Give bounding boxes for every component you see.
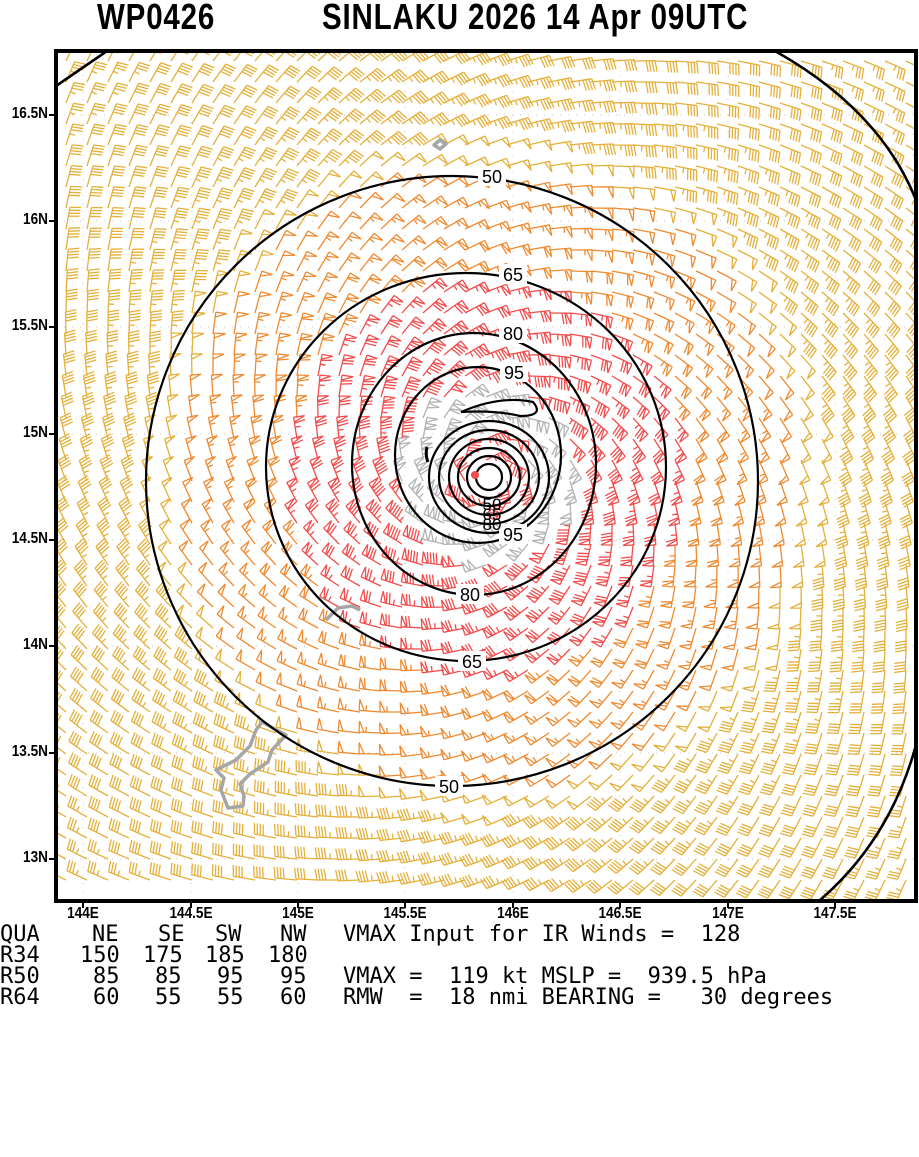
svg-text:50: 50 <box>483 495 502 514</box>
r34-ne: 150 <box>80 943 120 968</box>
r34-nw: 180 <box>268 943 308 968</box>
lat-tick-label: 14N <box>23 636 48 653</box>
r34-row: R34 150 175 185 180 <box>0 943 919 968</box>
svg-text:80: 80 <box>483 515 502 534</box>
r50-sw: 95 <box>217 964 244 989</box>
contour-label: 65 <box>462 652 482 672</box>
lon-tick-label: 147E <box>712 905 744 922</box>
r50-ne: 85 <box>93 964 120 989</box>
coastlines <box>214 138 448 810</box>
coastline-aguijan <box>432 138 448 151</box>
wind-speed-contours <box>56 51 916 901</box>
se-header: SE <box>158 922 185 947</box>
r64-nw: 60 <box>280 985 307 1010</box>
r50-nw: 95 <box>280 964 307 989</box>
contour-label: 65 <box>503 265 523 285</box>
quadrant-header-row: QUA NE SE SW NW VMAX Input for IR Winds … <box>0 922 919 947</box>
storm-center-marker <box>471 471 479 479</box>
coastline-guam <box>214 720 288 810</box>
r64-se: 55 <box>155 985 182 1010</box>
r34-se: 175 <box>143 943 183 968</box>
contour-label: 80 <box>460 585 480 605</box>
r64-sw: 55 <box>217 985 244 1010</box>
lon-tick-label: 145.5E <box>383 905 427 922</box>
r50-label: R50 <box>0 964 40 989</box>
wind-radii-stats: QUA NE SE SW NW VMAX Input for IR Winds … <box>0 924 919 1014</box>
lon-tick-label: 145E <box>282 905 314 922</box>
r64-label: R64 <box>0 985 40 1010</box>
lon-tick-label: 147.5E <box>813 905 857 922</box>
lat-tick-label: 14.5N <box>11 530 49 547</box>
r34-sw: 185 <box>205 943 245 968</box>
r64-ne: 60 <box>93 985 120 1010</box>
storm-title: SINLAKU 2026 14 Apr 09UTC <box>322 0 749 37</box>
vmax-input-text: VMAX Input for IR Winds = 128 <box>343 922 741 947</box>
lon-tick-label: 144.5E <box>169 905 213 922</box>
lat-tick-label: 16N <box>23 211 48 228</box>
lat-tick-label: 13N <box>23 849 48 866</box>
contour-label: 80 <box>503 324 523 344</box>
svg-text:65: 65 <box>483 505 502 524</box>
coastline-rota <box>324 604 361 622</box>
lat-tick-label: 15.5N <box>11 317 49 334</box>
plot-frame <box>54 49 918 903</box>
contour-label: 50 <box>439 777 459 797</box>
nw-header: NW <box>280 922 307 947</box>
ne-header: NE <box>92 922 119 947</box>
r64-row: R64 60 55 55 60 RMW = 18 nmi BEARING = 3… <box>0 985 919 1010</box>
sw-header: SW <box>215 922 242 947</box>
lat-tick-label: 16.5N <box>11 105 49 122</box>
contour-label: 95 <box>504 363 524 383</box>
contour-95 <box>393 365 563 545</box>
contour-label: 95 <box>503 525 523 545</box>
r34-label: R34 <box>0 943 40 968</box>
lon-tick-label: 146E <box>497 905 529 922</box>
title-bar: WP0426 SINLAKU 2026 14 Apr 09UTC <box>0 0 919 42</box>
lon-tick-label: 144E <box>67 905 99 922</box>
r50-se: 85 <box>155 964 182 989</box>
storm-id: WP0426 <box>97 0 216 37</box>
contour-label: 50 <box>482 167 502 187</box>
r50-row: R50 85 85 95 95 VMAX = 119 kt MSLP = 939… <box>0 964 919 989</box>
vmax-mslp-text: VMAX = 119 kt MSLP = 939.5 hPa <box>343 964 767 989</box>
rmw-bearing-text: RMW = 18 nmi BEARING = 30 degrees <box>343 985 834 1010</box>
axis-ticks <box>49 114 836 908</box>
lat-tick-label: 15N <box>23 424 48 441</box>
qua-label: QUA <box>0 922 40 947</box>
lon-tick-label: 146.5E <box>598 905 642 922</box>
lat-tick-label: 13.5N <box>11 743 49 760</box>
